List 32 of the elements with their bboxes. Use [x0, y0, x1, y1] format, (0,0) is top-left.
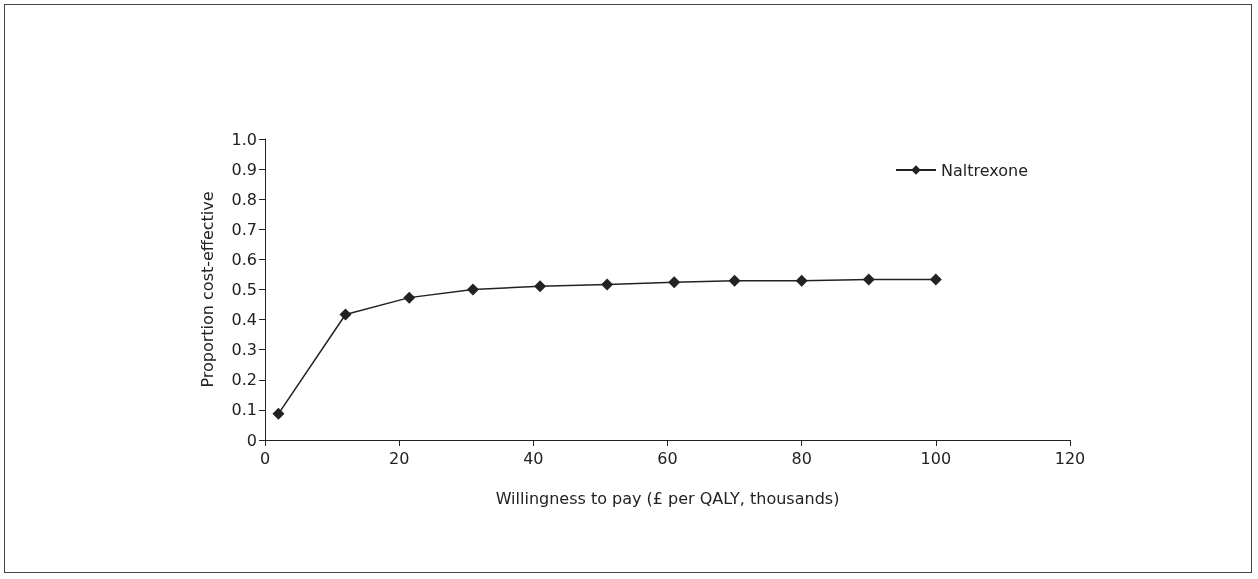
- y-tick-label: 0.4: [231, 310, 257, 330]
- x-tick-label: 40: [523, 448, 544, 468]
- x-tick-label: 120: [1054, 448, 1086, 468]
- y-tick-label: 1.0: [231, 129, 257, 149]
- y-axis-title: Proportion cost-effective: [197, 191, 217, 388]
- point: [466, 283, 479, 296]
- x-axis-title: Willingness to pay (£ per QALY, thousands): [495, 488, 840, 508]
- x-tick-label: 60: [657, 448, 678, 468]
- point: [403, 291, 416, 304]
- y-tick-label: 0.7: [231, 219, 257, 239]
- point: [601, 278, 614, 291]
- point: [728, 274, 741, 287]
- point: [795, 274, 808, 287]
- y-tick-label: 0.3: [231, 340, 257, 360]
- x-tick-label: 100: [920, 448, 952, 468]
- y-tick-label: 0.1: [231, 400, 257, 420]
- y-tick-label: 0.5: [231, 280, 257, 299]
- point: [862, 273, 875, 286]
- x-tick-label: 80: [791, 448, 812, 468]
- point: [534, 280, 547, 293]
- point: [929, 273, 942, 286]
- y-tick-label: 0.9: [231, 159, 257, 179]
- legend-label: Naltrexone: [940, 160, 1028, 180]
- x-tick-label: 20: [388, 448, 410, 468]
- y-tick-label: 0.6: [231, 249, 257, 269]
- point: [339, 308, 352, 321]
- point: [668, 276, 681, 289]
- point: [272, 407, 285, 420]
- y-tick-label: 0.2: [231, 370, 257, 390]
- x-tick-label: 0: [259, 448, 271, 468]
- y-tick-label: 0: [246, 430, 257, 450]
- y-tick-label: 0.8: [231, 189, 257, 209]
